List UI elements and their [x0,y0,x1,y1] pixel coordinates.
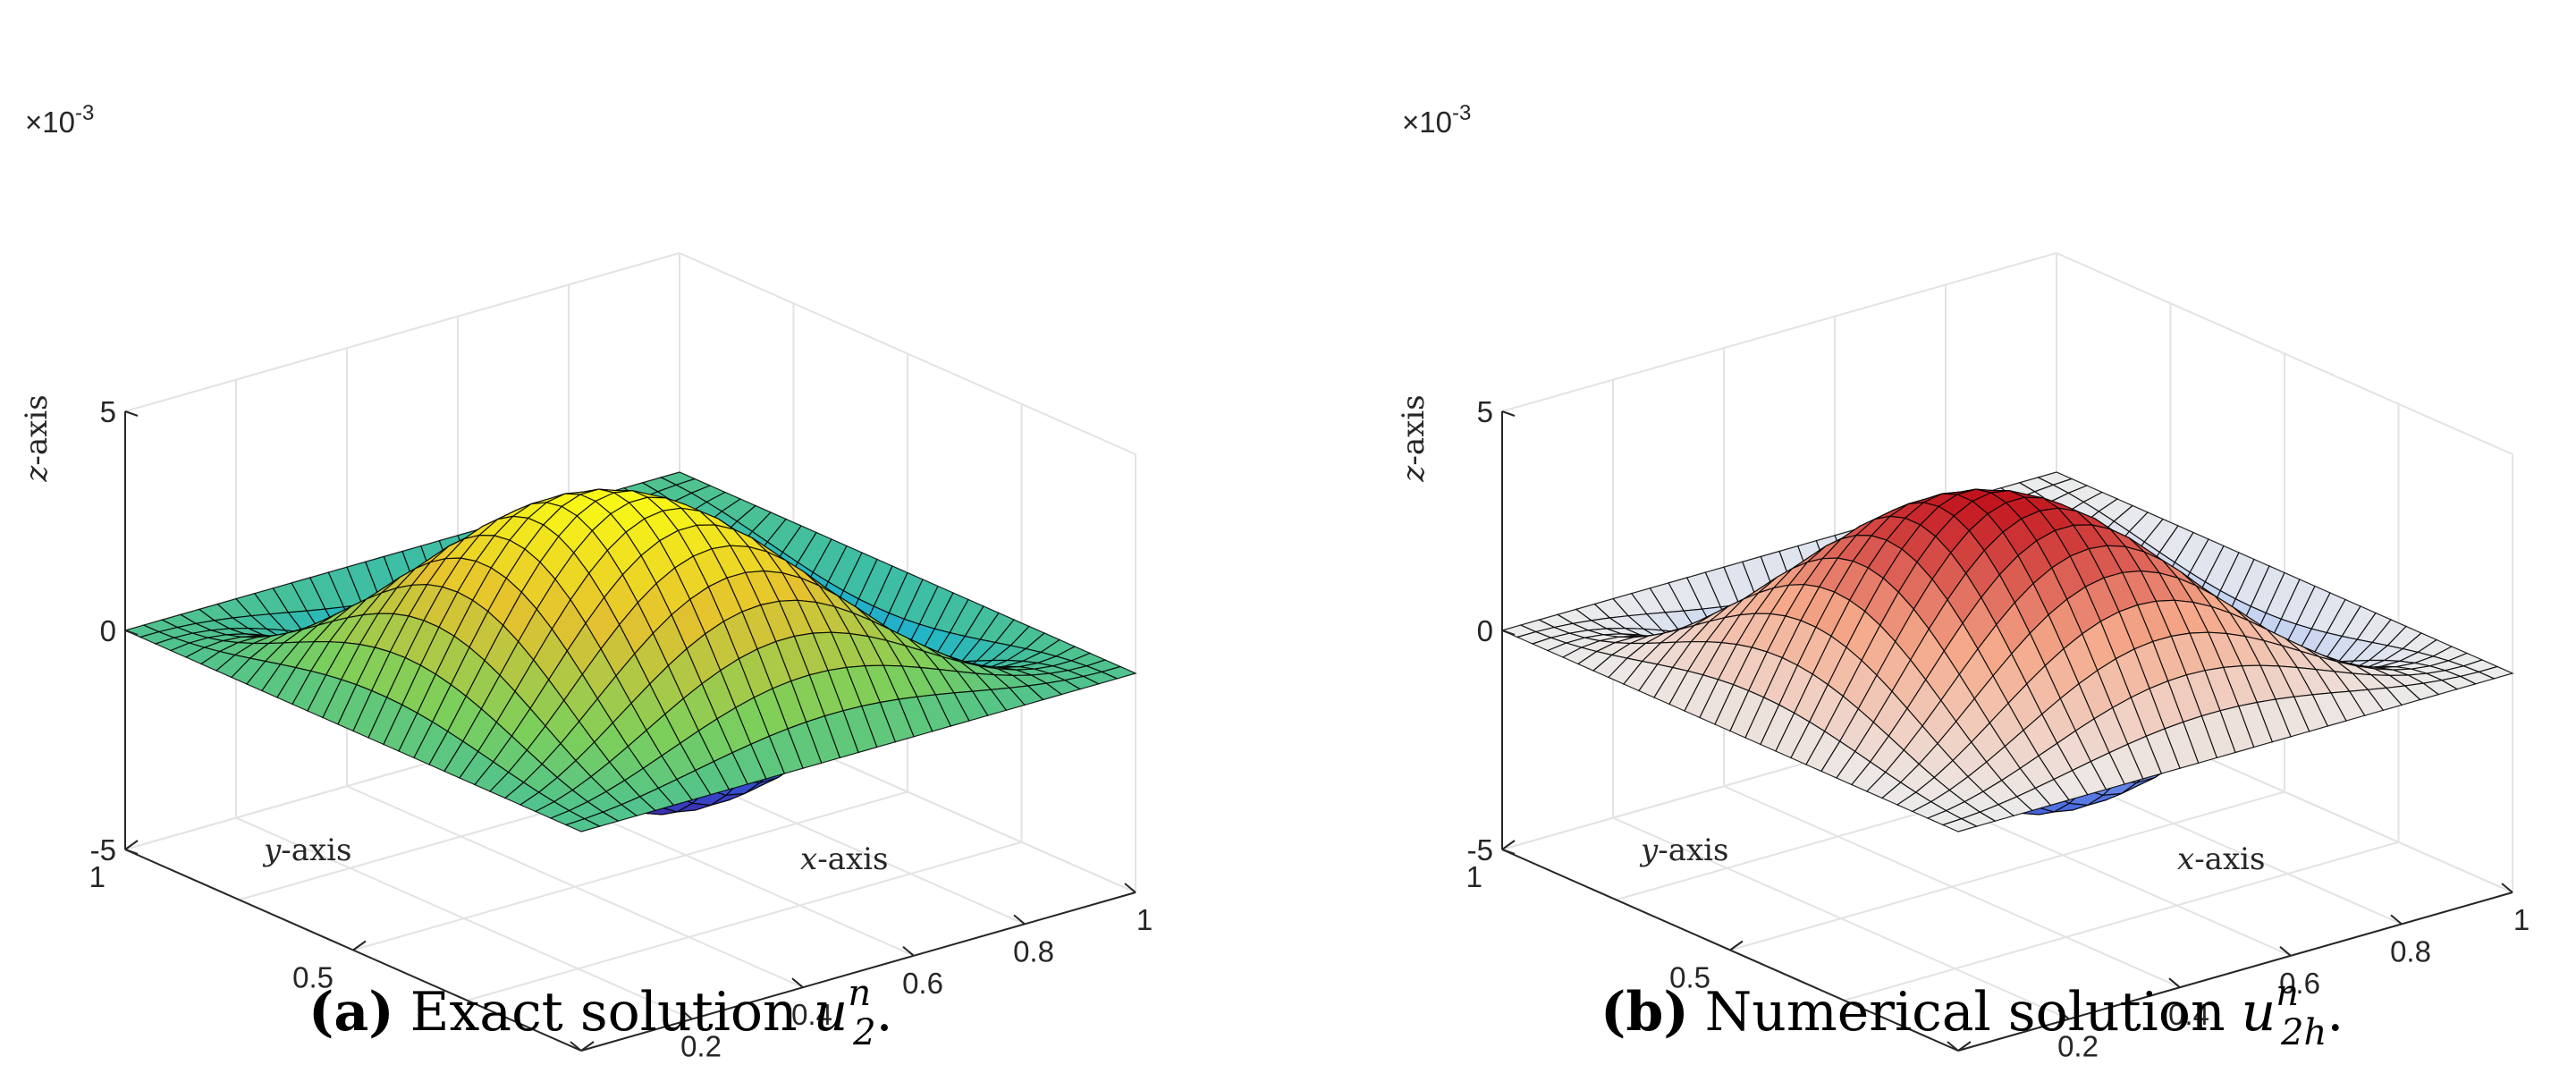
x-tick-mark [2279,946,2292,957]
panel-b-caption: (b) Numerical solution un 2h. [1600,973,2344,1053]
z-tick-mark [1501,630,1516,636]
y-tick-label: 1 [89,860,106,893]
x-tick-mark [791,977,804,988]
y-tick-mark [1957,1041,1972,1052]
panel-a-z-exponent: ×10-3 [25,101,94,139]
x-tick-label: 0.8 [2390,934,2431,968]
x-tick-label: 0.4 [2168,998,2209,1031]
grid-line [1501,252,2057,412]
z-tick-mark [124,630,139,636]
x-tick-label: 1 [2513,903,2530,936]
y-tick-label: 1 [1466,860,1482,893]
surface-patch [1941,818,1979,833]
panel-b-surface [1500,471,2514,833]
grid-line [467,841,1022,1002]
panel-a-z-axis-label: z-axis [19,394,55,482]
y-tick-label: 0 [545,1061,562,1065]
y-tick-label: 0.5 [1669,961,1710,994]
z-tick-label: 5 [1477,395,1493,428]
z-tick-label: 0 [100,614,116,647]
surface-patch [564,818,602,833]
x-tick-mark [570,1041,582,1052]
panel-a-ticks: 00.20.40.60.8100.51-505 [89,395,1153,1065]
y-tick-label: 0 [1922,1061,1938,1065]
y-tick-mark [580,1041,595,1052]
x-tick-mark [2057,1009,2070,1020]
x-axis-line [580,892,1136,1052]
x-tick-mark [1124,883,1136,893]
x-axis-line [1957,892,2513,1052]
y-tick-mark [124,840,139,850]
z-tick-mark [1501,410,1516,417]
x-tick-mark [1013,914,1026,926]
z-tick-label: -5 [1467,833,1493,866]
grid-line [1844,841,2399,1002]
y-tick-mark [352,940,367,951]
grid-line [352,790,908,951]
x-tick-label: 0.6 [2279,967,2320,1000]
x-tick-label: 1 [1136,903,1153,936]
x-tick-mark [680,1009,693,1020]
x-tick-mark [2501,883,2513,893]
x-tick-mark [1947,1041,1959,1052]
z-tick-mark [124,410,139,417]
x-tick-label: 0 [1959,1061,1975,1065]
z-tick-label: 0 [1477,614,1493,647]
panel-b-y-axis-label: y-axis [1639,833,1728,868]
z-tick-mark [124,849,139,855]
x-tick-label: 0.2 [2057,1030,2099,1063]
panel-b-z-axis-label: z-axis [1396,394,1432,482]
x-tick-mark [2168,977,2181,988]
x-tick-label: 0.4 [791,998,832,1031]
panel-b-x-axis-label: x-axis [2177,841,2265,877]
panel-b-z-exponent: ×10-3 [1402,101,1471,139]
z-tick-label: -5 [90,833,116,866]
panel-a-surface [123,471,1137,833]
panel-a-x-axis-label: x-axis [800,841,888,877]
y-tick-mark [1501,840,1516,850]
x-tick-mark [902,946,915,957]
grid-line [1729,790,2285,951]
z-tick-mark [1501,849,1516,855]
z-tick-label: 5 [100,395,116,428]
x-tick-label: 0.6 [902,967,943,1000]
x-tick-label: 0 [582,1061,598,1065]
grid-line [124,252,680,412]
x-tick-mark [2390,914,2403,926]
panel-a-y-axis-label: y-axis [262,833,351,868]
panel-a-caption: (a) Exact solution un 2. [308,973,893,1053]
x-tick-label: 0.8 [1013,934,1054,968]
panel-a: 00.20.40.60.8100.51-505 ×10-3 x-axis y-a… [19,101,1153,1065]
y-tick-mark [1729,940,1744,951]
x-tick-label: 0.2 [680,1030,722,1063]
panel-b-ticks: 00.20.40.60.8100.51-505 [1466,395,2530,1065]
panel-b: 00.20.40.60.8100.51-505 ×10-3 x-axis y-a… [1396,101,2530,1065]
y-tick-label: 0.5 [292,961,334,994]
